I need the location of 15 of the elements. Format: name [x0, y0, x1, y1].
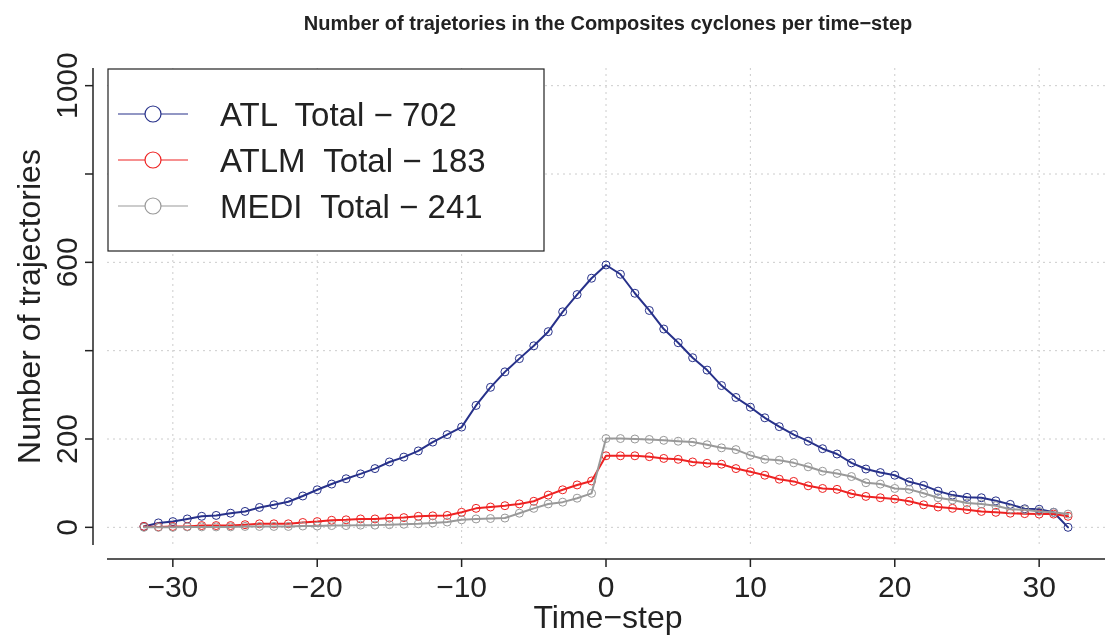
y-tick-label: 0 — [50, 518, 83, 536]
x-tick-label: 20 — [878, 570, 912, 603]
y-tick-label: 200 — [50, 413, 83, 465]
x-tick-label: 30 — [1022, 570, 1056, 603]
x-tick-label: −20 — [291, 570, 343, 603]
x-tick-label: 10 — [733, 570, 768, 603]
legend-label: ATL Total − 702 — [220, 96, 457, 133]
y-axis-title: Number of trajectories — [11, 149, 47, 464]
legend-label: ATLM Total − 183 — [220, 142, 486, 179]
x-tick-label: −30 — [147, 570, 199, 603]
y-tick-label: 600 — [50, 237, 83, 288]
chart-title: Number of trajetories in the Composites cyclones per time−step — [303, 12, 913, 34]
y-tick-label: 1000 — [50, 52, 83, 120]
x-tick-label: −10 — [436, 570, 488, 603]
legend-label: MEDI Total − 241 — [220, 188, 483, 225]
